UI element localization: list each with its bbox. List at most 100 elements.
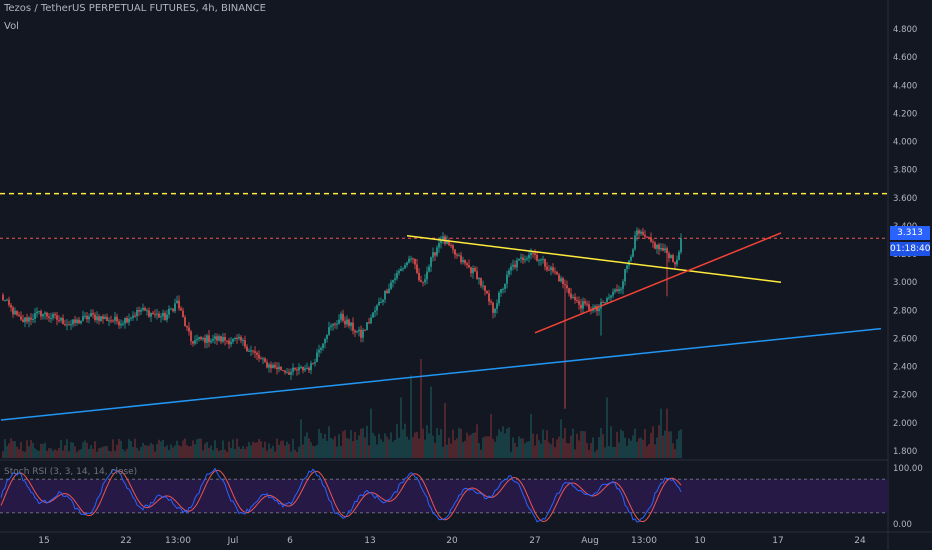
- volume-bar: [80, 449, 82, 458]
- candle-body: [572, 296, 574, 299]
- volume-bar: [580, 431, 582, 458]
- candle-body: [142, 307, 144, 311]
- candle-body: [462, 259, 464, 263]
- volume-bar: [482, 437, 484, 458]
- volume-bar: [114, 450, 116, 458]
- candle-body: [662, 247, 664, 251]
- candle-body: [254, 351, 256, 353]
- volume-bar: [492, 438, 494, 458]
- candle-body: [648, 237, 650, 239]
- candle-body: [580, 304, 582, 309]
- candle-body: [644, 234, 646, 237]
- candle-body: [26, 317, 28, 322]
- candle-body: [164, 312, 166, 320]
- stoch-k-line: [0, 467, 682, 523]
- volume-bar: [242, 445, 244, 458]
- volume-bar: [458, 428, 460, 458]
- candle-body: [366, 322, 368, 331]
- volume-bar: [300, 419, 302, 458]
- candle-body: [338, 319, 340, 324]
- candle-body: [230, 341, 232, 345]
- volume-bar: [250, 445, 252, 458]
- candle-body: [336, 323, 338, 325]
- volume-bar: [244, 449, 246, 458]
- candle-body: [118, 321, 120, 326]
- candle-body: [250, 350, 252, 352]
- candle-body: [558, 274, 560, 282]
- volume-bar: [360, 428, 362, 458]
- candle-body: [498, 292, 500, 304]
- volume-bar: [4, 439, 6, 458]
- candle-body: [394, 278, 396, 280]
- candle-body: [184, 317, 186, 327]
- candle-body: [152, 312, 154, 315]
- candle-body: [296, 369, 298, 371]
- volume-bar: [70, 442, 72, 458]
- volume-bar: [266, 450, 268, 458]
- candle-body: [362, 330, 364, 338]
- candle-body: [140, 310, 142, 312]
- candle-body: [438, 243, 440, 248]
- candle-body: [98, 316, 100, 321]
- candle-body: [380, 301, 382, 303]
- candle-body: [446, 240, 448, 244]
- candle-body: [260, 358, 262, 360]
- volume-bar: [434, 442, 436, 458]
- candle-body: [314, 361, 316, 364]
- volume-bar: [460, 428, 462, 458]
- candle-body: [612, 291, 614, 296]
- candle-body: [486, 290, 488, 294]
- volume-bar: [670, 431, 672, 458]
- volume-bar: [544, 440, 546, 458]
- volume-bar: [16, 446, 18, 458]
- volume-bar: [2, 451, 4, 458]
- volume-bar: [322, 438, 324, 458]
- volume-bar: [542, 429, 544, 458]
- candle-body: [316, 352, 318, 362]
- volume-bar: [640, 437, 642, 458]
- candle-body: [530, 252, 532, 256]
- candle-body: [594, 306, 596, 308]
- y-axis-tick-label: 1.800: [893, 447, 917, 457]
- volume-bar: [290, 451, 292, 458]
- volume-bar: [252, 441, 254, 458]
- candle-body: [480, 278, 482, 286]
- volume-bar: [282, 440, 284, 458]
- volume-bar: [636, 441, 638, 458]
- candle-body: [448, 240, 450, 246]
- candle-body: [410, 258, 412, 260]
- volume-bar: [214, 440, 216, 458]
- volume-bar: [116, 444, 118, 458]
- volume-bar: [602, 434, 604, 458]
- candle-body: [326, 334, 328, 340]
- volume-bar: [574, 449, 576, 458]
- candle-body: [560, 278, 562, 282]
- candle-body: [584, 301, 586, 304]
- candle-body: [138, 310, 140, 312]
- x-axis-tick-label: 22: [120, 536, 131, 546]
- volume-bar: [278, 444, 280, 458]
- volume-bar: [184, 438, 186, 458]
- candle-body: [198, 337, 200, 339]
- candle-body: [664, 248, 666, 251]
- candle-body: [324, 339, 326, 344]
- volume-bar: [296, 451, 298, 458]
- volume-bar: [32, 442, 34, 458]
- candle-body: [674, 262, 676, 265]
- candle-body: [48, 316, 50, 319]
- volume-bar: [124, 451, 126, 458]
- candle-body: [130, 317, 132, 319]
- candle-body: [514, 264, 516, 268]
- candle-body: [522, 257, 524, 261]
- candle-body: [76, 319, 78, 323]
- candle-body: [72, 319, 74, 325]
- volume-bar: [368, 445, 370, 458]
- x-axis-tick-label: 24: [854, 536, 866, 546]
- volume-bar: [530, 414, 532, 458]
- candle-body: [602, 302, 604, 304]
- candle-body: [666, 248, 668, 254]
- volume-bar: [384, 433, 386, 458]
- volume-bar: [372, 432, 374, 458]
